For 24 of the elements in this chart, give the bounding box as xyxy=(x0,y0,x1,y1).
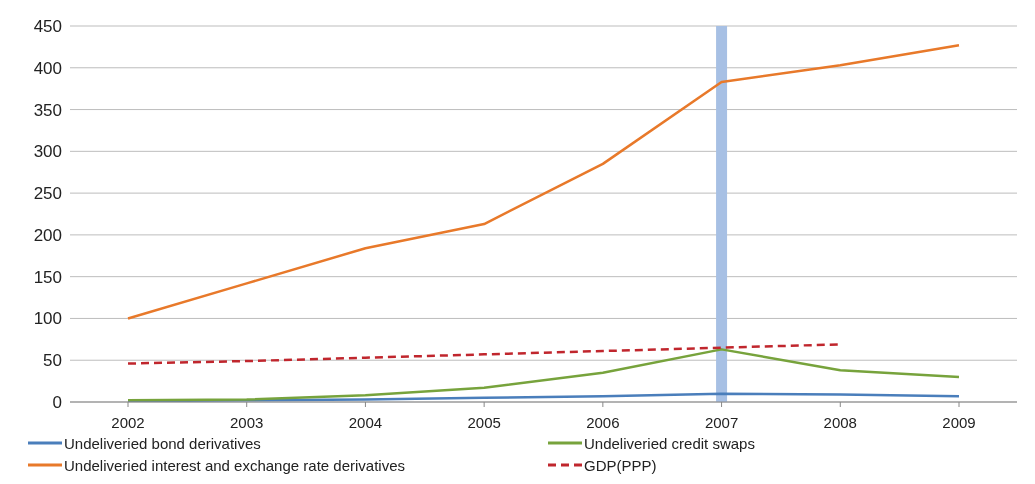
y-tick-label: 250 xyxy=(33,184,62,204)
y-tick-label: 400 xyxy=(33,58,62,78)
x-tick-label: 2005 xyxy=(467,413,501,431)
line-series xyxy=(126,43,961,320)
y-tick-label: 50 xyxy=(43,351,62,371)
line-series xyxy=(126,348,961,402)
x-tick-label: 2008 xyxy=(823,413,857,431)
y-tick-label: 200 xyxy=(33,225,62,245)
y-tick-label: 150 xyxy=(33,267,62,287)
x-tick-label: 2004 xyxy=(348,413,383,431)
x-tick-label: 2002 xyxy=(111,413,145,431)
y-tick-label: 350 xyxy=(33,100,62,120)
y-tick-label: 100 xyxy=(33,309,62,329)
y-tick-label: 0 xyxy=(52,393,62,413)
x-tick-label: 2006 xyxy=(586,413,620,431)
x-tick-label: 2003 xyxy=(230,413,264,431)
y-tick-label: 450 xyxy=(33,17,62,37)
legend-label: GDP(PPP) xyxy=(584,456,657,474)
legend-label: Undeliveried credit swaps xyxy=(584,434,755,452)
legend-label: Undeliveried interest and exchange rate derivatives xyxy=(64,456,406,474)
y-tick-label: 300 xyxy=(33,142,62,162)
legend-label: Undeliveried bond derivatives xyxy=(64,434,261,452)
x-tick-label: 2007 xyxy=(704,413,739,431)
x-tick-label: 2009 xyxy=(942,413,976,431)
